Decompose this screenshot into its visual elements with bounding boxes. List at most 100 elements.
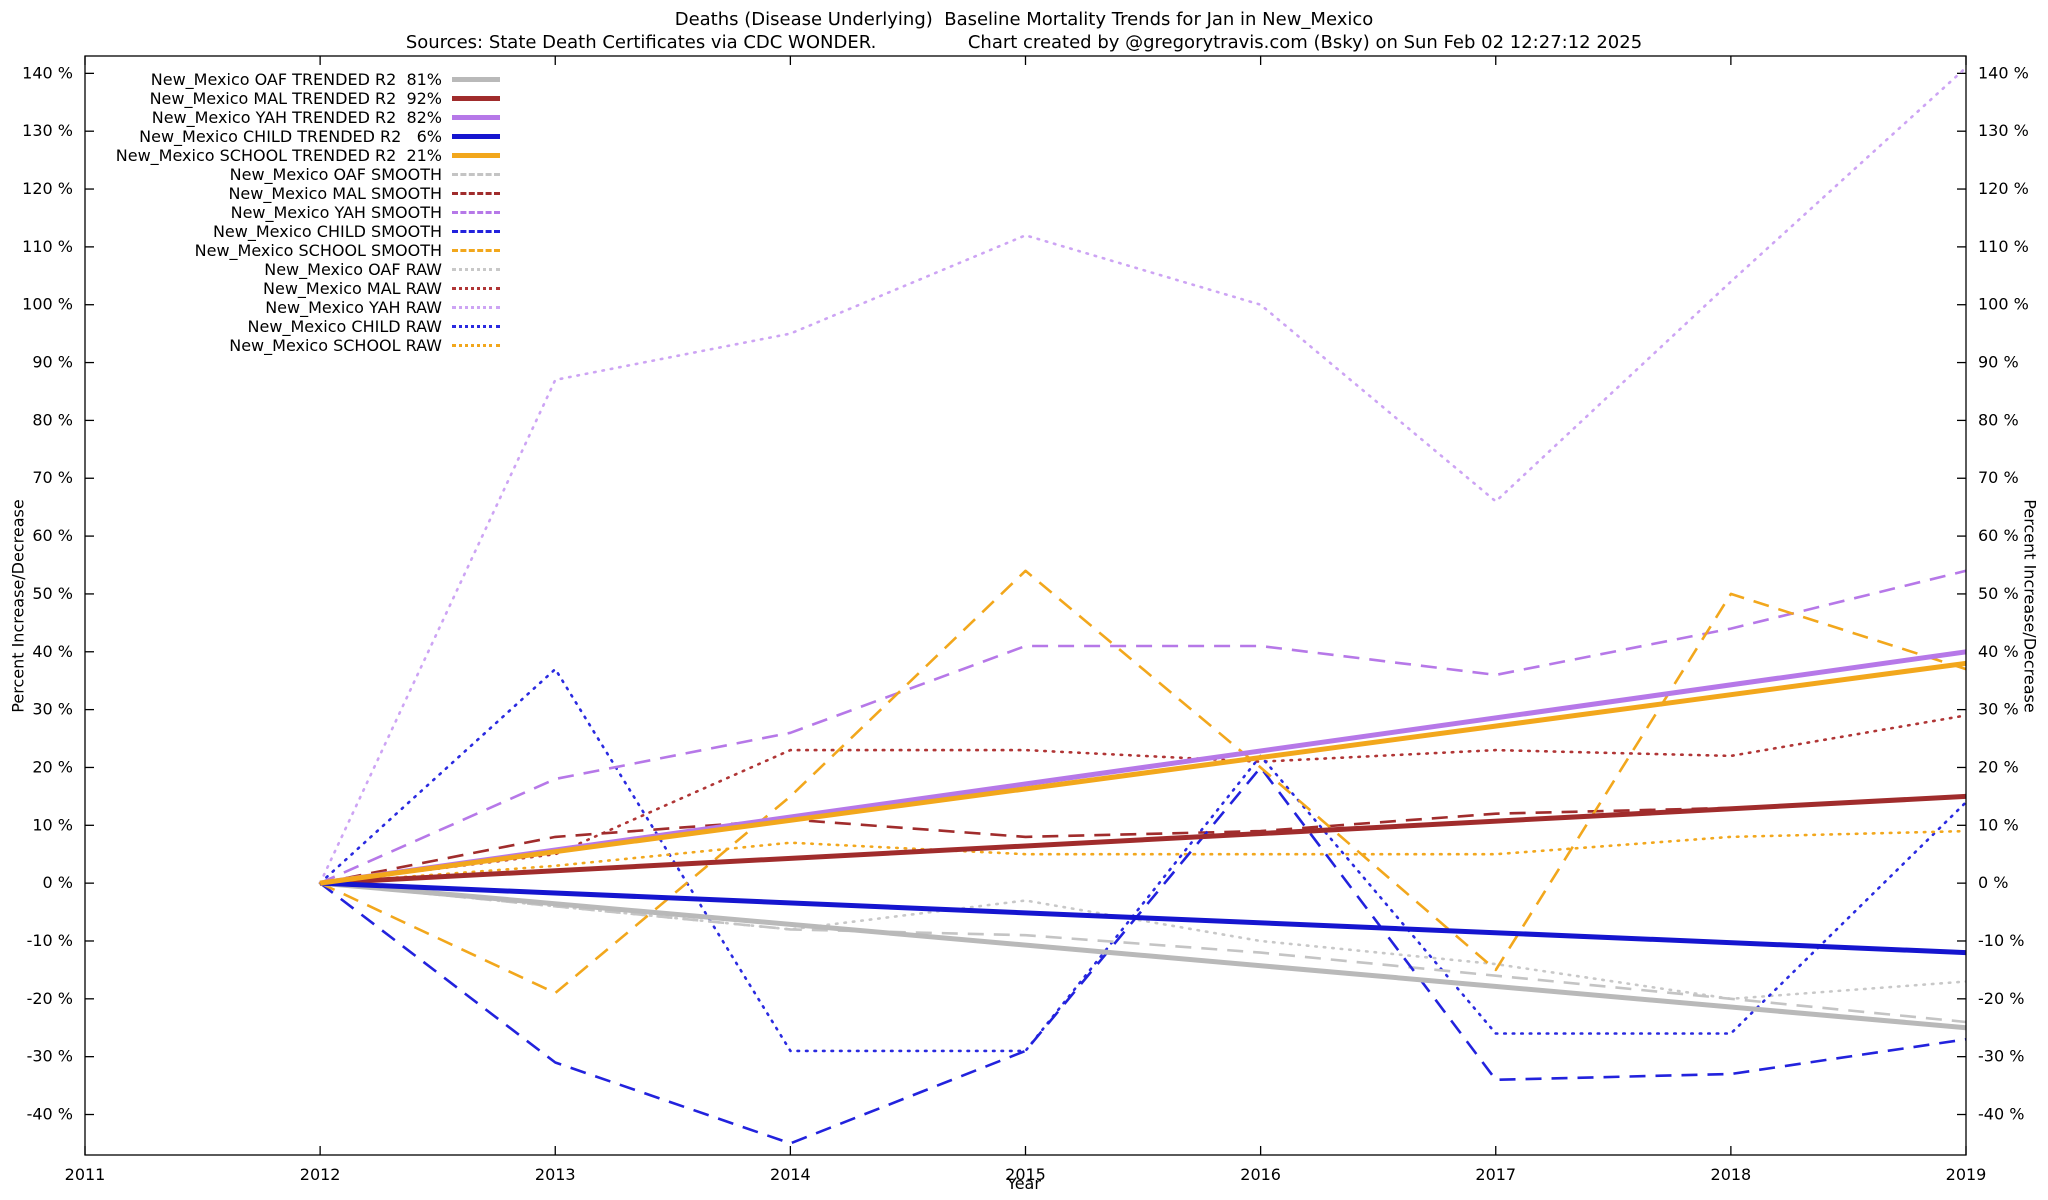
y-tick-label-right: 40 % bbox=[1978, 642, 2019, 661]
y-tick-label-left: 50 % bbox=[32, 584, 73, 603]
series-yah-smooth bbox=[319, 569, 1966, 885]
y-tick-label-left: 140 % bbox=[22, 63, 73, 82]
legend-item: New_Mexico MAL SMOOTH bbox=[80, 184, 500, 203]
y-tick-label-right: 80 % bbox=[1978, 410, 2019, 429]
legend-line-swatch bbox=[452, 134, 500, 139]
y-tick-label-left: -10 % bbox=[27, 931, 73, 950]
y-tick-label-left: -30 % bbox=[27, 1047, 73, 1066]
x-tick-label: 2018 bbox=[1711, 1165, 1752, 1184]
y-tick-label-left: -40 % bbox=[27, 1105, 73, 1124]
legend-line-swatch bbox=[452, 211, 500, 214]
y-tick-label-right: -10 % bbox=[1978, 931, 2024, 950]
chart-title: Deaths (Disease Underlying) Baseline Mor… bbox=[674, 9, 1374, 30]
series-child-smooth bbox=[319, 766, 1966, 1145]
y-tick-label-right: 30 % bbox=[1978, 700, 2019, 719]
legend-label: New_Mexico SCHOOL TRENDED R2 21% bbox=[115, 146, 442, 165]
legend-line-swatch bbox=[452, 230, 500, 233]
chart-legend: New_Mexico OAF TRENDED R2 81% New_Mexico … bbox=[80, 70, 500, 355]
y-tick-label-left: 100 % bbox=[22, 295, 73, 314]
y-tick-label-right: 50 % bbox=[1978, 584, 2019, 603]
y-tick-label-left: 110 % bbox=[22, 237, 73, 256]
y-tick-label-right: 100 % bbox=[1978, 295, 2029, 314]
y-tick-label-right: 60 % bbox=[1978, 526, 2019, 545]
series-mal-raw bbox=[318, 714, 1966, 885]
legend-line-swatch bbox=[452, 344, 500, 347]
y-tick-label-left: 120 % bbox=[22, 179, 73, 198]
y-tick-label-left: 40 % bbox=[32, 642, 73, 661]
legend-item: New_Mexico SCHOOL SMOOTH bbox=[80, 241, 500, 260]
legend-item: New_Mexico CHILD SMOOTH bbox=[80, 222, 500, 241]
x-tick-label: 2019 bbox=[1946, 1165, 1987, 1184]
y-tick-label-right: 130 % bbox=[1978, 121, 2029, 140]
legend-label: New_Mexico CHILD TRENDED R2 6% bbox=[139, 127, 442, 146]
legend-line-swatch bbox=[452, 96, 500, 101]
legend-line-swatch bbox=[452, 77, 500, 82]
legend-item: New_Mexico OAF SMOOTH bbox=[80, 165, 500, 184]
y-tick-label-left: 130 % bbox=[22, 121, 73, 140]
y-tick-label-left: -20 % bbox=[27, 989, 73, 1008]
y-tick-label-right: -20 % bbox=[1978, 989, 2024, 1008]
legend-line-swatch bbox=[452, 173, 500, 176]
series-school-trended bbox=[319, 660, 1966, 886]
legend-item: New_Mexico CHILD RAW bbox=[80, 317, 500, 336]
legend-item: New_Mexico OAF RAW bbox=[80, 260, 500, 279]
legend-item: New_Mexico SCHOOL RAW bbox=[80, 336, 500, 355]
legend-item: New_Mexico YAH SMOOTH bbox=[80, 203, 500, 222]
series-mal-trended bbox=[319, 793, 1966, 886]
legend-item: New_Mexico YAH TRENDED R2 82% bbox=[80, 108, 500, 127]
legend-line-swatch bbox=[452, 287, 500, 290]
x-tick-label: 2017 bbox=[1475, 1165, 1516, 1184]
series-school-raw bbox=[318, 829, 1966, 885]
legend-label: New_Mexico MAL TRENDED R2 92% bbox=[149, 89, 442, 108]
legend-line-swatch bbox=[452, 306, 500, 309]
y-tick-label-left: 0 % bbox=[43, 873, 73, 892]
y-tick-label-left: 70 % bbox=[32, 468, 73, 487]
legend-item: New_Mexico CHILD TRENDED R2 6% bbox=[80, 127, 500, 146]
x-tick-label: 2015 bbox=[1005, 1165, 1046, 1184]
legend-label: New_Mexico YAH RAW bbox=[265, 298, 442, 317]
y-tick-label-right: 0 % bbox=[1978, 873, 2008, 892]
legend-label: New_Mexico YAH TRENDED R2 82% bbox=[151, 108, 442, 127]
legend-line-swatch bbox=[452, 249, 500, 252]
legend-label: New_Mexico MAL SMOOTH bbox=[228, 184, 442, 203]
legend-line-swatch bbox=[452, 153, 500, 158]
y-tick-label-left: 60 % bbox=[32, 526, 73, 545]
legend-label: New_Mexico CHILD RAW bbox=[247, 317, 442, 336]
series-school-smooth bbox=[319, 569, 1966, 995]
x-axis-label: Year bbox=[1007, 1174, 1041, 1193]
chart-subtitle: Sources: State Death Certificates via CD… bbox=[405, 32, 1643, 53]
series-oaf-smooth bbox=[319, 881, 1966, 1024]
legend-line-swatch bbox=[452, 325, 500, 328]
legend-line-swatch bbox=[452, 115, 500, 120]
legend-line-swatch bbox=[452, 268, 500, 271]
legend-label: New_Mexico CHILD SMOOTH bbox=[212, 222, 442, 241]
y-tick-label-left: 80 % bbox=[32, 410, 73, 429]
x-tick-label: 2013 bbox=[535, 1165, 576, 1184]
legend-item: New_Mexico YAH RAW bbox=[80, 298, 500, 317]
series-child-raw bbox=[318, 667, 1966, 1053]
y-tick-label-left: 90 % bbox=[32, 353, 73, 372]
series-oaf-trended bbox=[319, 880, 1966, 1031]
legend-label: New_Mexico OAF SMOOTH bbox=[229, 165, 442, 184]
y-tick-label-right: -30 % bbox=[1978, 1047, 2024, 1066]
legend-label: New_Mexico SCHOOL SMOOTH bbox=[194, 241, 442, 260]
x-tick-label: 2011 bbox=[65, 1165, 106, 1184]
x-tick-label: 2012 bbox=[300, 1165, 341, 1184]
legend-label: New_Mexico OAF RAW bbox=[264, 260, 442, 279]
y-tick-label-left: 30 % bbox=[32, 700, 73, 719]
legend-item: New_Mexico MAL TRENDED R2 92% bbox=[80, 89, 500, 108]
series-yah-raw bbox=[318, 66, 1966, 885]
y-tick-label-right: 70 % bbox=[1978, 468, 2019, 487]
y-tick-label-right: 120 % bbox=[1978, 179, 2029, 198]
y-tick-label-left: 20 % bbox=[32, 757, 73, 776]
x-tick-label: 2014 bbox=[770, 1165, 811, 1184]
legend-line-swatch bbox=[452, 192, 500, 195]
y-tick-label-right: -40 % bbox=[1978, 1105, 2024, 1124]
y-tick-label-right: 140 % bbox=[1978, 63, 2029, 82]
legend-item: New_Mexico MAL RAW bbox=[80, 279, 500, 298]
legend-item: New_Mexico OAF TRENDED R2 81% bbox=[80, 70, 500, 89]
legend-item: New_Mexico SCHOOL TRENDED R2 21% bbox=[80, 146, 500, 165]
legend-label: New_Mexico YAH SMOOTH bbox=[230, 203, 442, 222]
y-tick-label-right: 110 % bbox=[1978, 237, 2029, 256]
